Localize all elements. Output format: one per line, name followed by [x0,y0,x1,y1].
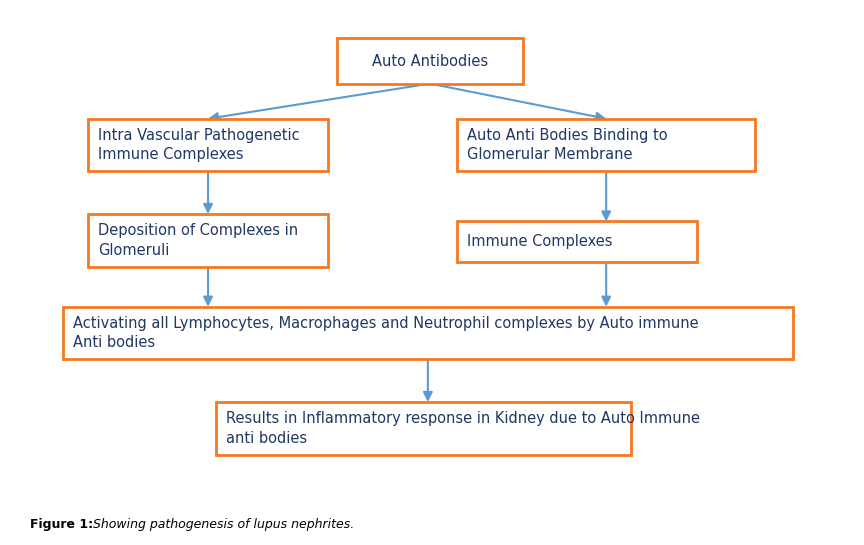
Text: Immune Complexes: Immune Complexes [467,234,613,249]
FancyBboxPatch shape [88,214,328,267]
FancyBboxPatch shape [457,221,697,262]
Text: Deposition of Complexes in
Glomeruli: Deposition of Complexes in Glomeruli [98,223,298,258]
FancyBboxPatch shape [457,119,755,171]
Text: Activating all Lymphocytes, Macrophages and Neutrophil complexes by Auto immune
: Activating all Lymphocytes, Macrophages … [73,316,698,350]
FancyBboxPatch shape [63,307,793,359]
Text: Showing pathogenesis of lupus nephrites.: Showing pathogenesis of lupus nephrites. [89,518,354,531]
FancyBboxPatch shape [216,402,631,455]
FancyBboxPatch shape [337,39,524,83]
Text: Auto Anti Bodies Binding to
Glomerular Membrane: Auto Anti Bodies Binding to Glomerular M… [467,128,668,162]
Text: Results in Inflammatory response in Kidney due to Auto Immune
anti bodies: Results in Inflammatory response in Kidn… [226,411,701,446]
Text: Intra Vascular Pathogenetic
Immune Complexes: Intra Vascular Pathogenetic Immune Compl… [98,128,299,162]
Text: Auto Antibodies: Auto Antibodies [372,53,488,69]
FancyBboxPatch shape [88,119,328,171]
Text: Figure 1:: Figure 1: [30,518,93,531]
